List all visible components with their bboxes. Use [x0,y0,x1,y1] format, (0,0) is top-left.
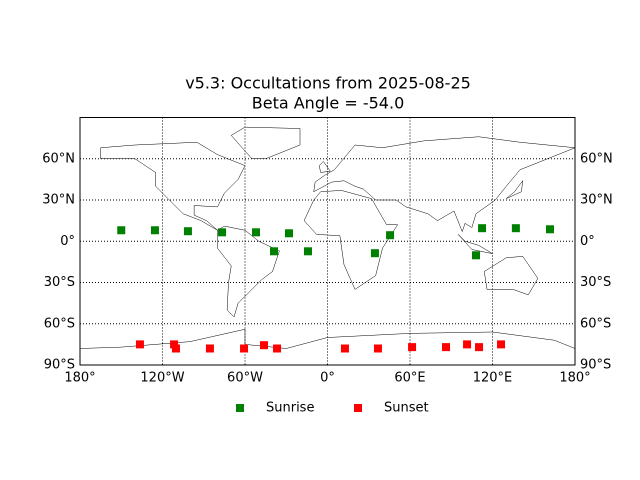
coastlines [79,126,576,349]
marker [386,231,395,240]
grid [79,117,576,366]
marker [478,224,487,233]
coastline [100,141,246,231]
y-tick-label-right: 90°S [580,358,611,373]
marker [511,224,520,233]
coastline [230,126,301,159]
map-frame [79,117,576,366]
marker [340,344,349,353]
coastline [506,179,524,199]
coastline [484,256,539,296]
marker [545,225,554,234]
legend-marker [354,404,362,412]
marker [252,228,260,237]
coastline [313,136,576,233]
marker [408,343,417,352]
x-tick-label: 0° [320,371,335,386]
x-tick-label: 180° [559,371,590,386]
marker [183,227,192,236]
y-tick-label-right: 60°S [580,316,611,331]
marker [218,228,227,237]
marker [303,247,312,256]
y-tick-label-right: 30°S [580,275,611,290]
legend-label: Sunrise [266,401,314,416]
marker [472,251,480,260]
legend-marker [236,404,244,412]
marker [463,340,472,349]
marker [171,344,180,353]
coastline [457,234,493,254]
marker [370,249,379,258]
legend-label: Sunset [384,401,429,416]
coastline [79,328,576,349]
marker [475,343,484,352]
marker [205,344,214,353]
y-tick-label: 0° [60,234,75,249]
marker [442,343,451,352]
x-tick-label: 120°W [140,371,184,386]
y-tick-label: 60°N [42,151,75,166]
y-tick-label: 90°S [44,358,75,373]
marker [135,340,144,349]
chart-title: v5.3: Occultations from 2025-08-25 [185,74,471,93]
marker [259,341,268,350]
marker [150,226,159,235]
marker [117,226,126,235]
x-tick-label: 180° [64,371,95,386]
coastline [303,190,399,290]
chart-subtitle: Beta Angle = -54.0 [252,94,405,113]
y-tick-label: 60°S [44,316,75,331]
marker [240,344,249,353]
y-tick-label-right: 30°N [580,193,613,208]
coastline [318,161,331,173]
x-tick-label: 60°E [394,371,425,386]
x-tick-label: 120°E [473,371,513,386]
y-tick-label-right: 60°N [580,151,613,166]
marker [285,229,293,238]
marker [373,344,382,353]
coastline [217,225,280,318]
marker [273,344,282,353]
x-tick-label: 60°W [227,371,263,386]
y-tick-label-right: 0° [580,234,595,249]
marker [170,340,179,349]
y-tick-label: 30°N [42,193,75,208]
marker [270,247,279,256]
marker [497,340,506,349]
y-tick-label: 30°S [44,275,75,290]
